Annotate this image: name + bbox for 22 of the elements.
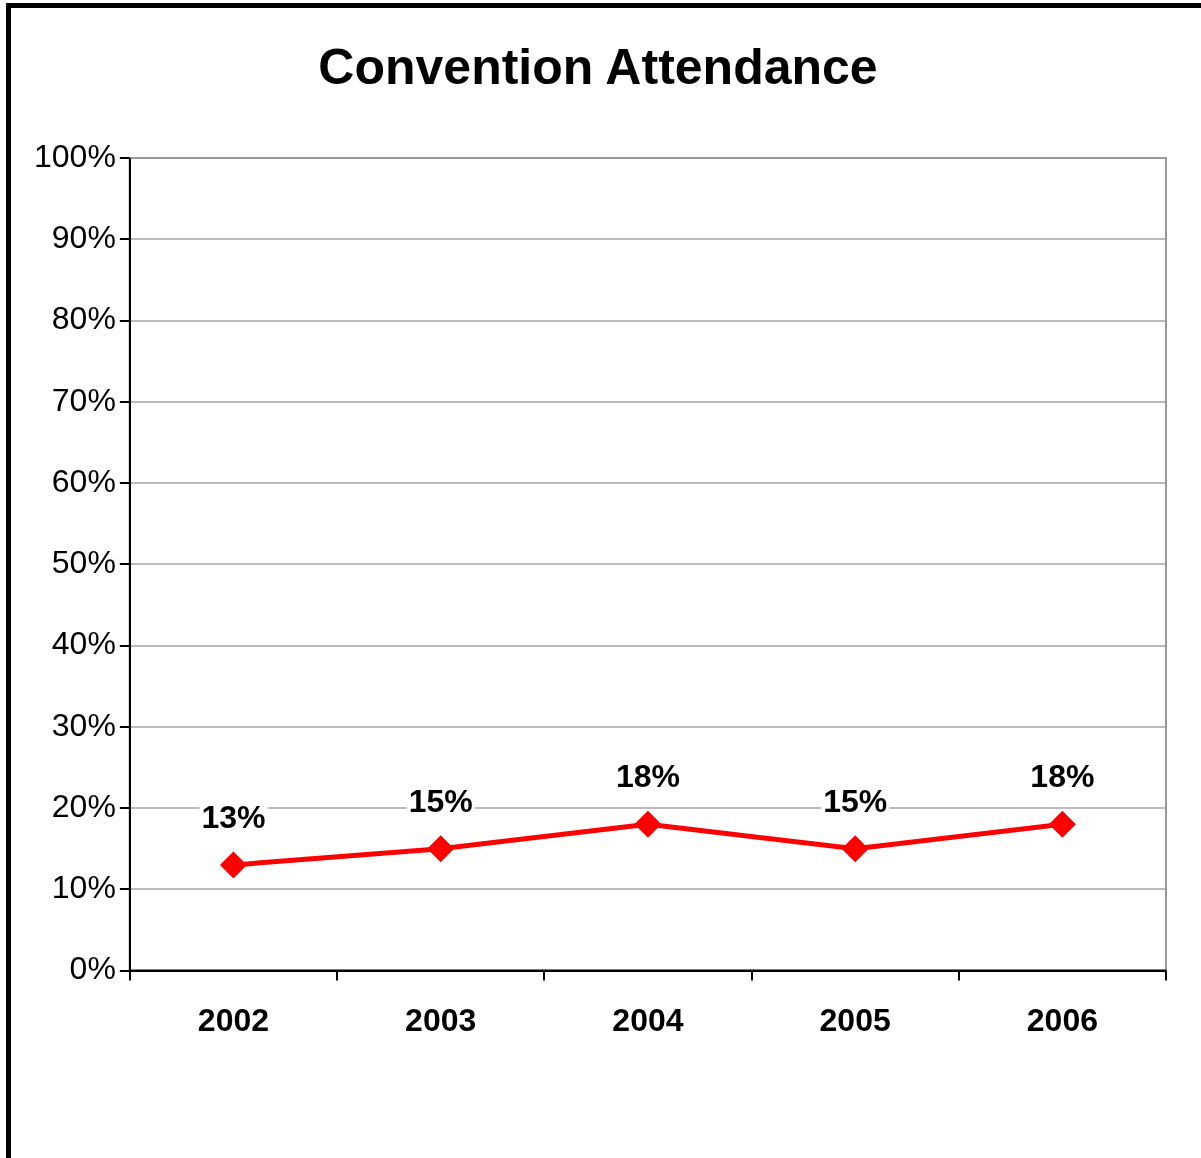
y-tick-label: 60% bbox=[51, 462, 116, 499]
y-tick-label: 40% bbox=[51, 625, 116, 662]
y-tick-label: 90% bbox=[51, 219, 116, 256]
x-tick-label: 2003 bbox=[405, 1001, 477, 1038]
x-tick-label: 2005 bbox=[819, 1001, 891, 1038]
y-tick-label: 80% bbox=[51, 300, 116, 337]
y-tick-label: 50% bbox=[51, 544, 116, 581]
x-tick-label: 2006 bbox=[1026, 1001, 1098, 1038]
x-tick-label: 2004 bbox=[612, 1001, 684, 1038]
y-tick-label: 30% bbox=[51, 706, 116, 743]
y-tick-label: 100% bbox=[34, 137, 116, 174]
data-label: 18% bbox=[1030, 758, 1095, 795]
data-label: 18% bbox=[615, 758, 680, 795]
chart-title: Convention Attendance bbox=[318, 38, 878, 95]
data-label: 13% bbox=[201, 798, 266, 835]
y-tick-label: 20% bbox=[51, 787, 116, 824]
y-tick-label: 10% bbox=[51, 869, 116, 906]
data-label: 15% bbox=[408, 782, 473, 819]
data-label: 15% bbox=[823, 782, 888, 819]
x-tick-label: 2002 bbox=[197, 1001, 270, 1038]
y-tick-label: 70% bbox=[51, 381, 116, 418]
y-tick-label: 0% bbox=[69, 950, 116, 987]
